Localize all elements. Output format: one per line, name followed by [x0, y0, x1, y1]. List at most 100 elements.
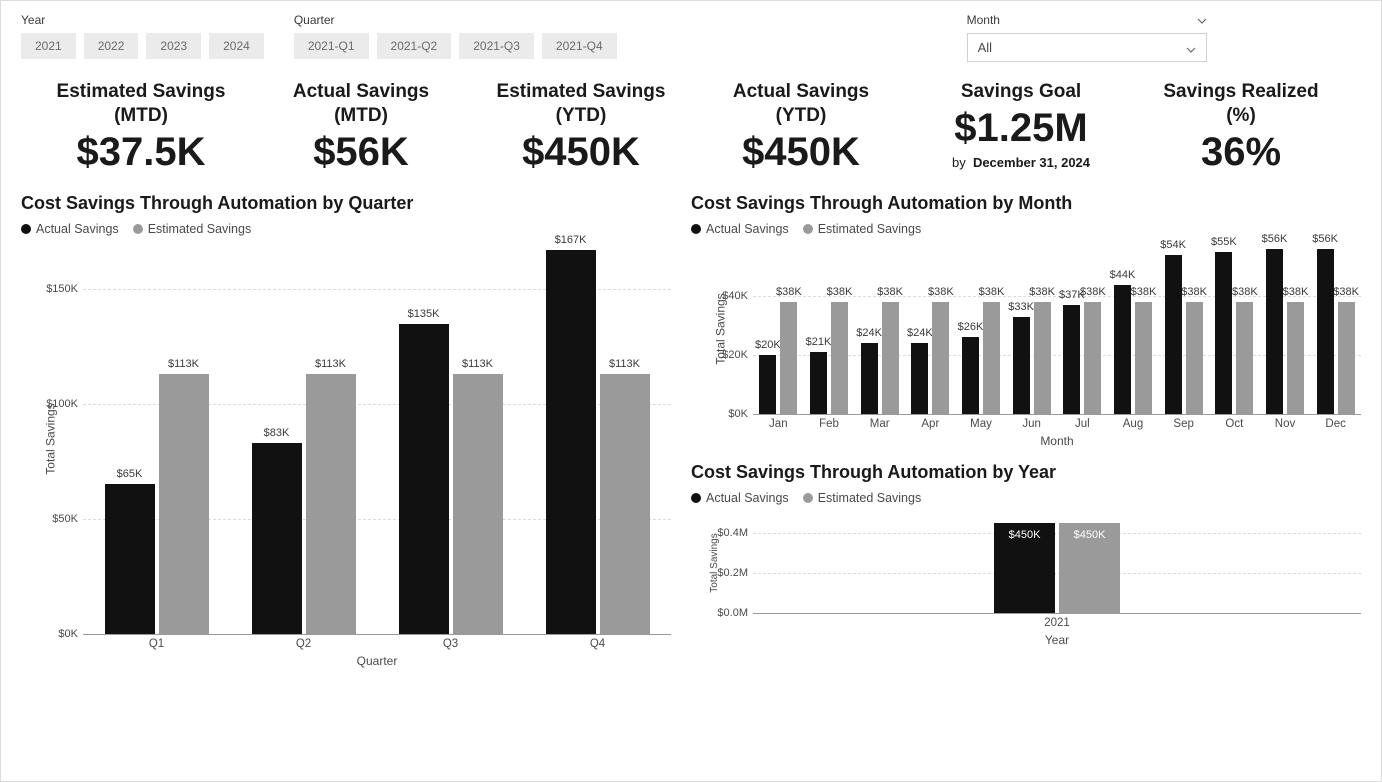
y-tick-label: $0.0M: [703, 607, 748, 619]
y-tick-label: $100K: [33, 398, 78, 410]
bar-actual-savings-Jun[interactable]: $33K: [1013, 317, 1030, 414]
bar-value-label: $56K: [1312, 233, 1338, 245]
x-tick-label: May: [970, 418, 992, 430]
bar-actual-savings-Nov[interactable]: $56K: [1266, 249, 1283, 413]
bar-value-label: $24K: [856, 327, 882, 339]
bar-estimated-savings-2021[interactable]: $450K: [1059, 523, 1120, 613]
bar-estimated-savings-Jul[interactable]: $38K: [1084, 302, 1101, 413]
bar-estimated-savings-Feb[interactable]: $38K: [831, 302, 848, 413]
kpi-card-5: Savings Realized(%)36%: [1131, 80, 1351, 175]
kpi-value: $1.25M: [911, 106, 1131, 151]
bar-estimated-savings-Nov[interactable]: $38K: [1287, 302, 1304, 413]
bar-value-label: $113K: [168, 358, 199, 370]
bar-estimated-savings-Dec[interactable]: $38K: [1338, 302, 1355, 413]
kpi-value: $56K: [251, 130, 471, 175]
chart-month-inner: $0K$20K$40K$20K$38KJan$21K$38KFeb$24K$38…: [753, 244, 1361, 414]
chart-year-ylabel: Total Savings: [709, 533, 720, 592]
bar-actual-savings-2021[interactable]: $450K: [994, 523, 1055, 613]
year-chip-2023[interactable]: 2023: [146, 33, 201, 59]
x-tick-label: Q1: [149, 638, 164, 650]
chart-year-xlabel: Year: [753, 633, 1361, 647]
y-tick-label: $0.4M: [703, 527, 748, 539]
bar-actual-savings-Q4[interactable]: $167K: [546, 250, 596, 633]
bar-estimated-savings-Apr[interactable]: $38K: [932, 302, 949, 413]
bar-group-Oct: $55K$38K: [1215, 244, 1253, 414]
x-tick-label: Q2: [296, 638, 311, 650]
x-tick-label: Nov: [1275, 418, 1295, 430]
month-dropdown[interactable]: All: [967, 33, 1207, 62]
bar-group-Nov: $56K$38K: [1266, 244, 1304, 414]
chart-year-container: Cost Savings Through Automation by Year …: [691, 462, 1361, 647]
bar-actual-savings-Mar[interactable]: $24K: [861, 343, 878, 413]
chart-quarter-legend: Actual Savings Estimated Savings: [21, 222, 671, 236]
filter-month: Month All: [967, 13, 1207, 62]
year-chip-2022[interactable]: 2022: [84, 33, 139, 59]
quarter-chip-2021-q1[interactable]: 2021-Q1: [294, 33, 369, 59]
bar-actual-savings-Feb[interactable]: $21K: [810, 352, 827, 414]
chart-month-plot: Total Savings $0K$20K$40K$20K$38KJan$21K…: [691, 244, 1361, 414]
quarter-chip-2021-q3[interactable]: 2021-Q3: [459, 33, 534, 59]
kpi-title: Savings Goal: [911, 80, 1131, 104]
bar-estimated-savings-Mar[interactable]: $38K: [882, 302, 899, 413]
y-tick-label: $0K: [703, 408, 748, 420]
bar-estimated-savings-Jun[interactable]: $38K: [1034, 302, 1051, 413]
x-tick-label: Dec: [1325, 418, 1345, 430]
chevron-down-icon[interactable]: [1197, 15, 1207, 25]
legend-dot-actual: [21, 224, 31, 234]
bar-group-Apr: $24K$38K: [911, 244, 949, 414]
bar-actual-savings-Oct[interactable]: $55K: [1215, 252, 1232, 413]
y-tick-label: $0.2M: [703, 567, 748, 579]
bar-estimated-savings-Oct[interactable]: $38K: [1236, 302, 1253, 413]
x-tick-label: Q3: [443, 638, 458, 650]
kpi-card-0: Estimated Savings(MTD)$37.5K: [31, 80, 251, 175]
x-tick-label: Apr: [921, 418, 939, 430]
right-charts-column: Cost Savings Through Automation by Month…: [691, 193, 1361, 668]
year-chip-2024[interactable]: 2024: [209, 33, 264, 59]
bar-estimated-savings-Jan[interactable]: $38K: [780, 302, 797, 413]
x-tick-label: Aug: [1123, 418, 1143, 430]
filters-row: Year 2021202220232024 Quarter 2021-Q1202…: [21, 13, 1361, 62]
bar-actual-savings-Jan[interactable]: $20K: [759, 355, 776, 414]
bar-group-Jul: $37K$38K: [1063, 244, 1101, 414]
bar-actual-savings-Q2[interactable]: $83K: [252, 443, 302, 633]
bar-value-label: $135K: [408, 308, 440, 320]
bar-estimated-savings-Q2[interactable]: $113K: [306, 374, 356, 633]
chart-quarter-inner: $0K$50K$100K$150K$65K$113KQ1$83K$113KQ2$…: [83, 244, 671, 634]
bar-group-Jun: $33K$38K: [1013, 244, 1051, 414]
chart-year-legend: Actual Savings Estimated Savings: [691, 491, 1361, 505]
bar-value-label: $38K: [1283, 286, 1309, 298]
bar-actual-savings-Aug[interactable]: $44K: [1114, 285, 1131, 414]
bar-actual-savings-Apr[interactable]: $24K: [911, 343, 928, 413]
bar-estimated-savings-Aug[interactable]: $38K: [1135, 302, 1152, 413]
bar-group-Feb: $21K$38K: [810, 244, 848, 414]
chart-month-container: Cost Savings Through Automation by Month…: [691, 193, 1361, 448]
bar-actual-savings-Dec[interactable]: $56K: [1317, 249, 1334, 413]
y-tick-label: $20K: [703, 349, 748, 361]
kpi-value: 36%: [1131, 130, 1351, 175]
bar-estimated-savings-May[interactable]: $38K: [983, 302, 1000, 413]
bar-estimated-savings-Q3[interactable]: $113K: [453, 374, 503, 633]
bar-actual-savings-Sep[interactable]: $54K: [1165, 255, 1182, 413]
kpi-title: Estimated Savings(MTD): [31, 80, 251, 128]
bar-estimated-savings-Q4[interactable]: $113K: [600, 374, 650, 633]
year-chip-2021[interactable]: 2021: [21, 33, 76, 59]
bar-estimated-savings-Q1[interactable]: $113K: [159, 374, 209, 633]
chart-quarter-xlabel: Quarter: [83, 654, 671, 668]
quarter-chip-2021-q4[interactable]: 2021-Q4: [542, 33, 617, 59]
bar-value-label: $38K: [928, 286, 954, 298]
chevron-down-icon: [1186, 43, 1196, 53]
bar-group-Q2: $83K$113K: [252, 244, 356, 634]
bar-actual-savings-Jul[interactable]: $37K: [1063, 305, 1080, 413]
bar-value-label: $113K: [609, 358, 640, 370]
bar-value-label: $450K: [1074, 529, 1106, 541]
x-tick-label: Oct: [1225, 418, 1243, 430]
bar-actual-savings-Q3[interactable]: $135K: [399, 324, 449, 634]
y-tick-label: $50K: [33, 513, 78, 525]
quarter-chip-2021-q2[interactable]: 2021-Q2: [377, 33, 452, 59]
bar-estimated-savings-Sep[interactable]: $38K: [1186, 302, 1203, 413]
bar-actual-savings-May[interactable]: $26K: [962, 337, 979, 413]
bar-actual-savings-Q1[interactable]: $65K: [105, 484, 155, 633]
bar-value-label: $38K: [1333, 286, 1359, 298]
chart-month-title: Cost Savings Through Automation by Month: [691, 193, 1361, 214]
kpi-card-3: Actual Savings(YTD)$450K: [691, 80, 911, 175]
